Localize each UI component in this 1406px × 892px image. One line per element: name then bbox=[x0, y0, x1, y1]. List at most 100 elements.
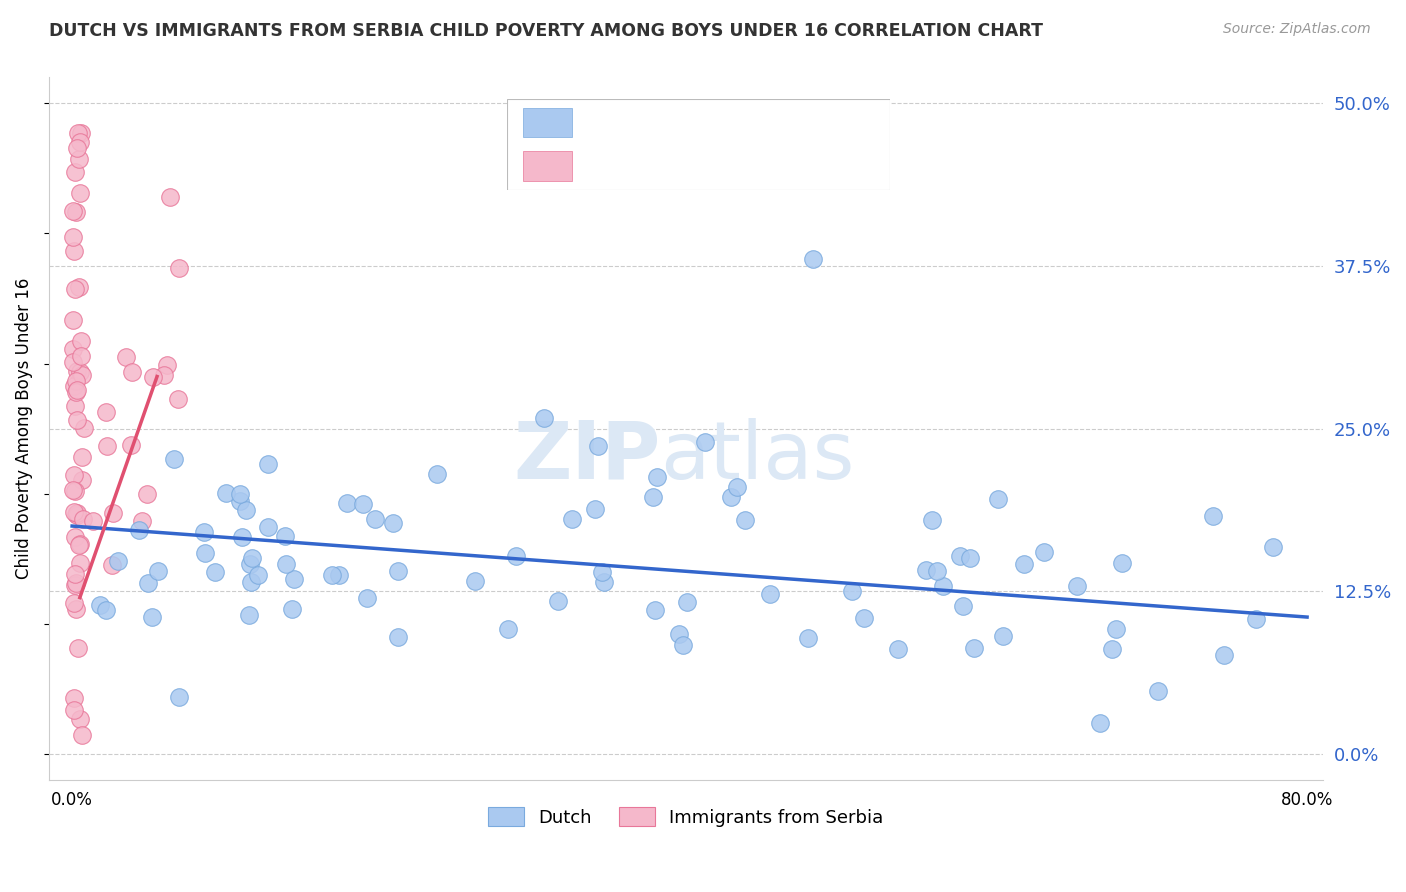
Dutch bbox=[1012, 557, 1035, 571]
Dutch bbox=[194, 546, 217, 560]
Dutch bbox=[1033, 545, 1056, 559]
Dutch bbox=[1244, 612, 1267, 626]
Dutch bbox=[725, 480, 748, 494]
Immigrants from Serbia bbox=[66, 508, 89, 522]
Immigrants from Serbia bbox=[65, 375, 87, 389]
Dutch bbox=[163, 452, 186, 467]
Immigrants from Serbia bbox=[142, 370, 165, 384]
Immigrants from Serbia bbox=[69, 365, 91, 379]
Dutch bbox=[1212, 648, 1234, 662]
Dutch bbox=[146, 564, 169, 578]
Dutch bbox=[644, 603, 666, 617]
Immigrants from Serbia bbox=[63, 282, 86, 296]
Immigrants from Serbia bbox=[66, 641, 89, 656]
Immigrants from Serbia bbox=[66, 383, 89, 397]
Immigrants from Serbia bbox=[63, 467, 86, 482]
Dutch bbox=[963, 641, 986, 656]
Dutch bbox=[1111, 556, 1133, 570]
Immigrants from Serbia bbox=[159, 190, 181, 204]
Dutch bbox=[231, 530, 253, 544]
Text: ZIP: ZIP bbox=[513, 417, 661, 496]
Dutch bbox=[668, 626, 690, 640]
Immigrants from Serbia bbox=[82, 514, 104, 528]
Dutch bbox=[1088, 716, 1111, 731]
Immigrants from Serbia bbox=[65, 567, 87, 582]
Immigrants from Serbia bbox=[63, 244, 86, 259]
Immigrants from Serbia bbox=[66, 364, 89, 378]
Dutch bbox=[240, 551, 263, 566]
Dutch bbox=[257, 457, 280, 471]
Immigrants from Serbia bbox=[66, 507, 89, 521]
Immigrants from Serbia bbox=[69, 556, 91, 570]
Dutch bbox=[914, 563, 936, 577]
Immigrants from Serbia bbox=[65, 384, 87, 399]
Immigrants from Serbia bbox=[62, 230, 84, 244]
Dutch bbox=[1146, 683, 1168, 698]
Dutch bbox=[141, 609, 163, 624]
Dutch bbox=[991, 629, 1014, 643]
Dutch bbox=[239, 557, 262, 571]
Immigrants from Serbia bbox=[65, 205, 87, 219]
Dutch bbox=[1261, 540, 1284, 554]
Dutch bbox=[204, 565, 226, 579]
Immigrants from Serbia bbox=[62, 505, 84, 519]
Immigrants from Serbia bbox=[62, 312, 84, 326]
Immigrants from Serbia bbox=[131, 514, 153, 528]
Dutch bbox=[801, 252, 824, 267]
Dutch bbox=[921, 513, 943, 527]
Dutch bbox=[387, 564, 409, 578]
Dutch bbox=[1066, 579, 1088, 593]
Dutch bbox=[505, 549, 527, 563]
Immigrants from Serbia bbox=[73, 420, 96, 434]
Immigrants from Serbia bbox=[153, 368, 176, 382]
Dutch bbox=[643, 490, 665, 504]
Immigrants from Serbia bbox=[63, 530, 86, 544]
Immigrants from Serbia bbox=[62, 355, 84, 369]
Dutch bbox=[238, 607, 260, 622]
Dutch bbox=[759, 587, 782, 601]
Immigrants from Serbia bbox=[63, 691, 86, 706]
Immigrants from Serbia bbox=[65, 576, 87, 591]
Dutch bbox=[235, 503, 257, 517]
Dutch bbox=[734, 513, 756, 527]
Dutch bbox=[136, 576, 159, 591]
Dutch bbox=[496, 622, 519, 636]
Immigrants from Serbia bbox=[65, 507, 87, 521]
Immigrants from Serbia bbox=[67, 152, 90, 166]
Dutch bbox=[645, 469, 668, 483]
Dutch bbox=[89, 599, 111, 613]
Immigrants from Serbia bbox=[67, 126, 90, 140]
Text: atlas: atlas bbox=[661, 417, 855, 496]
Dutch bbox=[959, 550, 981, 565]
Immigrants from Serbia bbox=[67, 538, 90, 552]
Dutch bbox=[283, 572, 305, 586]
Dutch bbox=[949, 549, 972, 563]
Immigrants from Serbia bbox=[166, 392, 188, 406]
Immigrants from Serbia bbox=[94, 405, 117, 419]
Immigrants from Serbia bbox=[62, 204, 84, 219]
Dutch bbox=[352, 497, 374, 511]
Dutch bbox=[128, 523, 150, 537]
Immigrants from Serbia bbox=[120, 438, 142, 452]
Immigrants from Serbia bbox=[63, 378, 86, 392]
Dutch bbox=[952, 599, 974, 614]
Immigrants from Serbia bbox=[96, 439, 118, 453]
Dutch bbox=[257, 520, 280, 534]
Immigrants from Serbia bbox=[156, 358, 179, 372]
Text: DUTCH VS IMMIGRANTS FROM SERBIA CHILD POVERTY AMONG BOYS UNDER 16 CORRELATION CH: DUTCH VS IMMIGRANTS FROM SERBIA CHILD PO… bbox=[49, 22, 1043, 40]
Immigrants from Serbia bbox=[70, 473, 93, 487]
Dutch bbox=[167, 690, 190, 704]
Immigrants from Serbia bbox=[114, 350, 136, 364]
Dutch bbox=[925, 564, 948, 578]
Dutch bbox=[356, 591, 378, 606]
Dutch bbox=[592, 574, 614, 589]
Immigrants from Serbia bbox=[65, 602, 87, 616]
Dutch bbox=[382, 516, 405, 531]
Dutch bbox=[1201, 508, 1223, 523]
Immigrants from Serbia bbox=[70, 334, 93, 348]
Immigrants from Serbia bbox=[72, 512, 94, 526]
Dutch bbox=[336, 496, 359, 510]
Dutch bbox=[426, 467, 449, 481]
Immigrants from Serbia bbox=[69, 712, 91, 726]
Dutch bbox=[583, 501, 606, 516]
